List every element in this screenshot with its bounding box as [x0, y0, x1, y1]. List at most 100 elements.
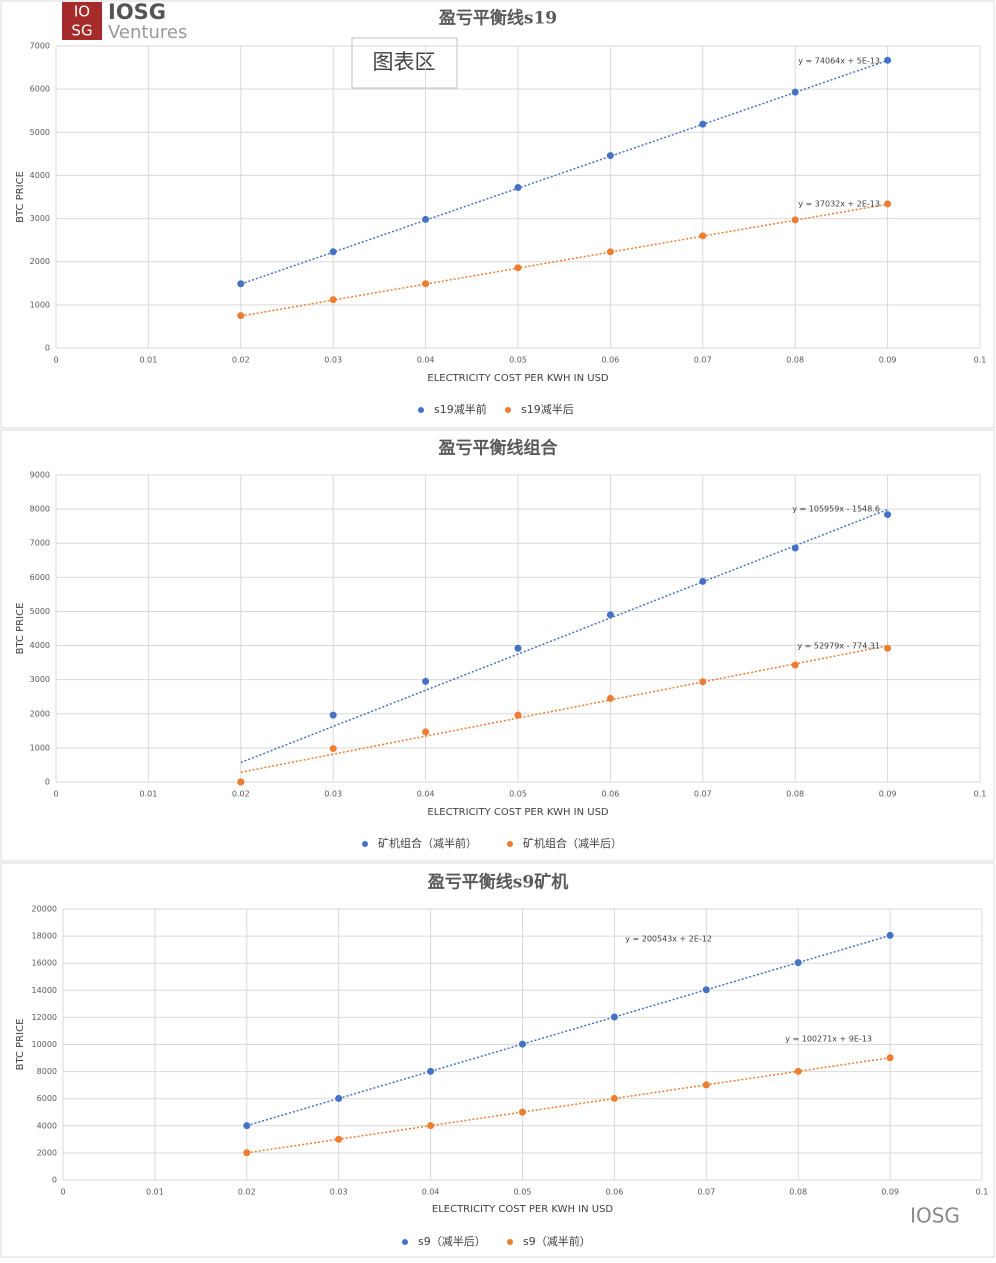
point [791, 661, 799, 669]
x-tick-label: 0.1 [974, 790, 987, 799]
x-tick-label: 0.07 [694, 790, 712, 799]
y-tick-label: 3000 [30, 675, 50, 684]
y-tick-label: 10000 [32, 1040, 57, 1049]
legend-marker [505, 407, 511, 413]
x-tick-label: 0.09 [879, 356, 897, 365]
point [699, 678, 707, 686]
point [427, 1067, 435, 1075]
x-tick-label: 0.05 [514, 1188, 532, 1197]
point [794, 959, 802, 967]
y-tick-label: 8000 [37, 1067, 57, 1076]
legend-label: s9（减半后） [418, 1234, 486, 1248]
y-tick-label: 6000 [30, 573, 50, 582]
chart-title: 盈亏平衡线s19 [438, 8, 557, 29]
y-tick-label: 14000 [32, 986, 57, 995]
point [329, 745, 337, 753]
y-tick-label: 0 [52, 1176, 57, 1185]
trendline [246, 934, 891, 1127]
point [606, 248, 614, 256]
legend-marker [402, 1239, 408, 1245]
y-tick-label: 16000 [32, 959, 57, 968]
logo-name: IOSG [108, 0, 166, 24]
legend-marker [507, 1239, 513, 1245]
x-tick-label: 0 [60, 1188, 65, 1197]
x-tick-label: 0.08 [786, 790, 804, 799]
point [791, 216, 799, 224]
point [422, 280, 430, 288]
y-tick-label: 8000 [30, 505, 50, 514]
point [422, 677, 430, 685]
x-tick-label: 0.1 [976, 1188, 989, 1197]
x-axis-title: ELECTRICITY COST PER KWH IN USD [427, 807, 609, 818]
x-tick-label: 0.06 [601, 790, 619, 799]
y-tick-label: 12000 [32, 1013, 57, 1022]
x-tick-label: 0.07 [694, 356, 712, 365]
logo: IO SG IOSG Ventures [62, 0, 187, 43]
area-label: 图表区 [373, 50, 436, 74]
x-tick-label: 0.1 [974, 356, 987, 365]
y-tick-label: 4000 [37, 1121, 57, 1130]
y-tick-label: 7000 [30, 539, 50, 548]
point [519, 1040, 526, 1048]
point [514, 644, 522, 652]
point [237, 312, 245, 320]
x-tick-label: 0.04 [417, 356, 435, 365]
y-axis-title: BTC PRICE [15, 1019, 26, 1071]
point [329, 711, 337, 719]
x-axis-title: ELECTRICITY COST PER KWH IN USD [427, 373, 609, 384]
point [884, 644, 892, 652]
trendline [246, 1056, 891, 1154]
legend-label: s19减半前 [434, 402, 487, 416]
trendline-label: y = 37032x + 2E-13 [798, 200, 880, 209]
trendline [240, 59, 888, 285]
point [514, 184, 522, 192]
x-tick-label: 0.02 [238, 1188, 256, 1197]
y-tick-label: 3000 [30, 214, 50, 223]
point [884, 511, 892, 519]
x-tick-label: 0.02 [232, 790, 250, 799]
point [427, 1122, 435, 1130]
trendline [240, 203, 888, 317]
y-tick-label: 0 [45, 344, 50, 353]
legend-marker [418, 407, 424, 413]
y-tick-label: 20000 [32, 905, 57, 914]
point [610, 1094, 618, 1102]
point [699, 232, 707, 240]
point [884, 200, 892, 208]
y-tick-label: 4000 [30, 171, 50, 180]
point [702, 1081, 710, 1089]
point [791, 544, 799, 552]
y-tick-label: 5000 [30, 128, 50, 137]
x-tick-label: 0.07 [697, 1188, 715, 1197]
chart-title: 盈亏平衡线组合 [438, 438, 559, 459]
y-tick-label: 6000 [30, 85, 50, 94]
y-tick-label: 2000 [37, 1148, 57, 1157]
point [422, 728, 430, 736]
x-axis-title: ELECTRICITY COST PER KWH IN USD [432, 1204, 614, 1215]
point [886, 1054, 894, 1062]
legend-label: 矿机组合（减半后） [523, 836, 622, 850]
point [884, 56, 892, 64]
point [606, 152, 614, 160]
legend-marker [362, 841, 368, 847]
point [794, 1067, 802, 1075]
y-axis-title: BTC PRICE [15, 171, 26, 223]
point [335, 1135, 343, 1143]
y-tick-label: 18000 [32, 932, 57, 941]
x-tick-label: 0.05 [509, 356, 527, 365]
y-tick-label: 4000 [30, 641, 50, 650]
point [519, 1108, 526, 1116]
point [702, 986, 710, 994]
x-tick-label: 0.01 [139, 790, 157, 799]
point [610, 1013, 618, 1021]
legend-label: 矿机组合（减半前） [378, 836, 477, 850]
trendline-label: y = 74064x + 5E-13 [798, 57, 880, 66]
trendline-label: y = 100271x + 9E-13 [785, 1035, 872, 1044]
legend-label: s19减半后 [521, 402, 574, 416]
trendline-label: y = 105959x - 1548.6 [792, 505, 880, 514]
point [422, 215, 430, 223]
x-tick-label: 0.01 [139, 356, 157, 365]
x-tick-label: 0 [53, 790, 58, 799]
y-tick-label: 1000 [30, 300, 50, 309]
